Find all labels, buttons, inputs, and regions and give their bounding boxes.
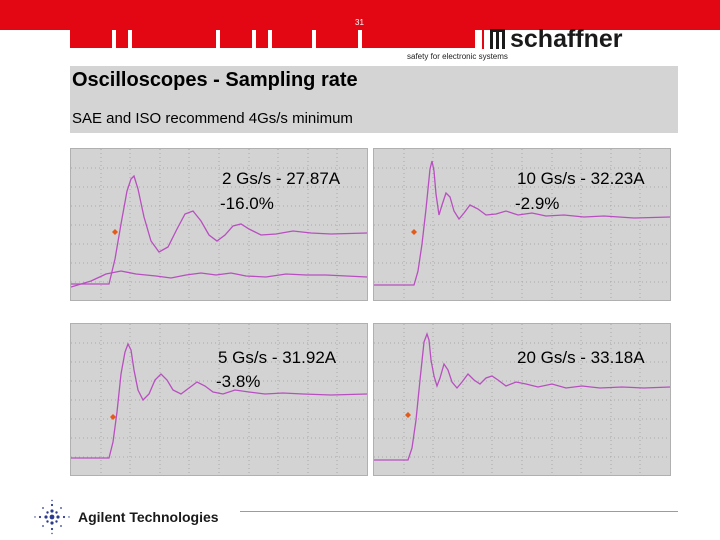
trigger-marker bbox=[411, 229, 417, 235]
scope-graticule bbox=[71, 324, 367, 475]
tagline: safety for electronic systems bbox=[407, 52, 508, 61]
scope-screen-10gs: 10 Gs/s - 32.23A -2.9% bbox=[373, 148, 671, 301]
footer-divider bbox=[240, 511, 678, 512]
scope-graticule bbox=[374, 149, 670, 300]
scope-label: 5 Gs/s - 31.92A bbox=[218, 348, 337, 367]
scope-screen-2gs: 2 Gs/s - 27.87A -16.0% bbox=[70, 148, 368, 301]
header-tab bbox=[256, 30, 268, 48]
scope-screen-5gs: 5 Gs/s - 31.92A -3.8% bbox=[70, 323, 368, 476]
agilent-company-name: Agilent Technologies bbox=[78, 509, 219, 525]
scope-label: 10 Gs/s - 32.23A bbox=[517, 169, 645, 188]
agilent-spark-icon bbox=[34, 499, 70, 535]
scope-screen-20gs: 20 Gs/s - 33.18A bbox=[373, 323, 671, 476]
current-trace bbox=[71, 174, 367, 285]
current-trace bbox=[374, 160, 670, 286]
header-tab bbox=[272, 30, 312, 48]
header-red-bar bbox=[0, 0, 720, 30]
header-tab bbox=[220, 30, 252, 48]
current-trace bbox=[71, 342, 367, 459]
trigger-marker bbox=[112, 229, 118, 235]
slide-title: Oscilloscopes - Sampling rate bbox=[72, 69, 358, 91]
trigger-marker bbox=[405, 412, 411, 418]
slide-subtitle: SAE and ISO recommend 4Gs/s minimum bbox=[72, 110, 353, 127]
scope-label: 20 Gs/s - 33.18A bbox=[517, 348, 645, 367]
scope-label: -16.0% bbox=[220, 194, 274, 213]
svg-text:schaffner: schaffner bbox=[510, 25, 623, 51]
current-trace bbox=[374, 332, 670, 461]
scope-label: -2.9% bbox=[515, 194, 560, 213]
scope-label: 2 Gs/s - 27.87A bbox=[222, 169, 341, 188]
header-tab bbox=[116, 30, 128, 48]
scope-graticule bbox=[71, 149, 367, 300]
header-tab bbox=[132, 30, 216, 48]
schaffner-logo: schaffner bbox=[482, 25, 623, 51]
header-tab bbox=[316, 30, 358, 48]
header-tab bbox=[362, 30, 475, 48]
scope-graticule bbox=[374, 324, 670, 475]
title-box bbox=[70, 66, 678, 133]
header-tab bbox=[70, 30, 112, 48]
trigger-marker bbox=[110, 414, 116, 420]
scope-label: -3.8% bbox=[216, 372, 261, 391]
header-tab-strip bbox=[70, 30, 475, 48]
slide-number: 31 bbox=[355, 18, 364, 27]
reference-trace bbox=[71, 270, 367, 288]
